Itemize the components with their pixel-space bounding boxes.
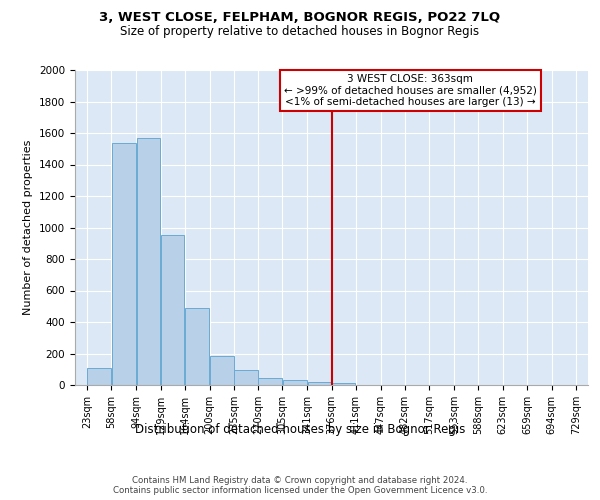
Bar bbox=[234, 370, 258, 385]
Text: Distribution of detached houses by size in Bognor Regis: Distribution of detached houses by size … bbox=[135, 422, 465, 436]
Text: 3 WEST CLOSE: 363sqm
← >99% of detached houses are smaller (4,952)
<1% of semi-d: 3 WEST CLOSE: 363sqm ← >99% of detached … bbox=[284, 74, 537, 107]
Bar bbox=[332, 382, 355, 385]
Text: Size of property relative to detached houses in Bognor Regis: Size of property relative to detached ho… bbox=[121, 25, 479, 38]
Bar bbox=[308, 382, 331, 385]
Bar bbox=[185, 308, 209, 385]
Y-axis label: Number of detached properties: Number of detached properties bbox=[23, 140, 34, 315]
Text: Contains HM Land Registry data © Crown copyright and database right 2024.
Contai: Contains HM Land Registry data © Crown c… bbox=[113, 476, 487, 496]
Bar bbox=[137, 138, 160, 385]
Bar bbox=[283, 380, 307, 385]
Bar bbox=[259, 378, 282, 385]
Bar bbox=[112, 143, 136, 385]
Text: 3, WEST CLOSE, FELPHAM, BOGNOR REGIS, PO22 7LQ: 3, WEST CLOSE, FELPHAM, BOGNOR REGIS, PO… bbox=[100, 11, 500, 24]
Bar bbox=[210, 356, 233, 385]
Bar bbox=[161, 236, 184, 385]
Bar bbox=[88, 368, 111, 385]
